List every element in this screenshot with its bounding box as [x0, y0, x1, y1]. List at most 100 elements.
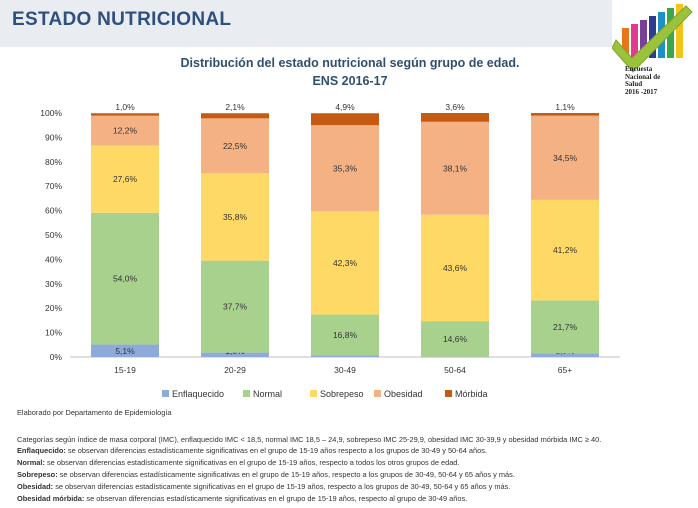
x-tick-label: 50-64 [444, 365, 466, 375]
bar-segment-obesidad [91, 115, 159, 146]
footnote-label: Obesidad mórbida: [17, 494, 85, 503]
bar-segment-mórbida [531, 113, 599, 116]
bar-segment-normal [201, 260, 269, 353]
data-label: 12,2% [113, 126, 138, 136]
x-tick-label: 20-29 [224, 365, 246, 375]
x-tick-label: 15-19 [114, 365, 136, 375]
legend-label: Obesidad [384, 389, 423, 399]
bar-segment-mórbida [91, 113, 159, 116]
legend-swatch [445, 390, 452, 397]
page-header: ESTADO NUTRICIONAL [0, 0, 612, 47]
legend-label: Sobrepeso [320, 389, 364, 399]
bar-segment-sobrepeso [201, 173, 269, 261]
footnote-label: Normal: [17, 458, 45, 467]
footnote-text: Categorías según índice de masa corporal… [17, 435, 602, 444]
y-tick-label: 40% [45, 254, 62, 264]
data-label: 27,6% [113, 174, 138, 184]
bar-segment-sobrepeso [531, 199, 599, 301]
footnote-line: Categorías según índice de masa corporal… [17, 435, 601, 444]
logo-stripe [676, 4, 683, 58]
bar-segment-normal [91, 212, 159, 345]
bar-segment-sobrepeso [311, 211, 379, 315]
legend-label: Enflaquecido [172, 389, 224, 399]
data-label: 38,1% [443, 163, 468, 173]
footnote-text: se observan diferencias estadísticamente… [84, 494, 468, 503]
logo-stripe [640, 20, 647, 58]
data-label: 1,1% [555, 102, 575, 112]
footnote-label: Obesidad: [17, 482, 54, 491]
bar-segment-obesidad [531, 115, 599, 200]
legend-swatch [162, 390, 169, 397]
legend-label: Mórbida [455, 389, 488, 399]
footnote-line: Obesidad: se observan diferencias estadí… [17, 482, 510, 491]
x-tick-label: 30-49 [334, 365, 356, 375]
footnote-text: se observan diferencias estadísticamente… [53, 482, 511, 491]
data-label: 54,0% [113, 274, 138, 284]
footnote-text: se observan diferencias estadísticamente… [44, 458, 460, 467]
data-label: 21,7% [553, 322, 578, 332]
logo-stripe [631, 24, 638, 58]
source-note: Elaborado por Departamento de Epidemiolo… [17, 408, 172, 417]
checkmark-icon [612, 5, 693, 73]
y-tick-label: 0% [50, 352, 63, 362]
bar-segment-enflaquecido [311, 355, 379, 357]
data-label: 16,8% [333, 330, 358, 340]
data-label: 14,6% [443, 334, 468, 344]
logo-stripe [649, 16, 656, 58]
legend-swatch [243, 390, 250, 397]
data-label: 1,0% [115, 102, 135, 112]
data-label: 35,3% [333, 163, 358, 173]
data-label: 34,5% [553, 153, 578, 163]
chart-title: Distribución del estado nutricional segú… [180, 56, 520, 70]
y-tick-label: 50% [45, 230, 62, 240]
bar-segment-obesidad [421, 121, 489, 215]
data-label: 37,7% [223, 302, 248, 312]
footnote-line: Enflaquecido: se observan diferencias es… [17, 446, 487, 455]
y-tick-label: 70% [45, 181, 62, 191]
logo-text: Encuesta Nacional de Salud 2016 -2017 [625, 65, 697, 96]
logo-line: Salud [625, 80, 643, 88]
y-tick-label: 10% [45, 328, 62, 338]
y-tick-label: 20% [45, 303, 62, 313]
page-title: ESTADO NUTRICIONAL [12, 9, 232, 30]
bar-segment-enflaquecido [201, 352, 269, 357]
logo-line: Encuesta [625, 65, 653, 73]
bar-segment-mórbida [201, 113, 269, 119]
footnote-label: Enflaquecido: [17, 446, 66, 455]
data-label: 4,9% [335, 102, 355, 112]
logo-line: Nacional de [625, 72, 661, 81]
legend-label: Normal [253, 389, 282, 399]
y-tick-label: 80% [45, 157, 62, 167]
data-label: 22,5% [223, 141, 248, 151]
data-label: 2,1% [225, 102, 245, 112]
legend-swatch [374, 390, 381, 397]
chart-subtitle: ENS 2016-17 [312, 74, 388, 88]
footnote-label: Sobrepeso: [17, 470, 58, 479]
data-label: 5,1% [115, 346, 135, 356]
legend-swatch [310, 390, 317, 397]
bar-segment-mórbida [421, 113, 489, 122]
data-label: 43,6% [443, 263, 468, 273]
bar-segment-obesidad [201, 118, 269, 174]
footnote-line: Normal: se observan diferencias estadíst… [17, 458, 459, 467]
x-tick-label: 65+ [558, 365, 572, 375]
logo-line: 2016 -2017 [625, 87, 658, 96]
bar-segment-obesidad [311, 125, 379, 212]
data-label: 41,2% [553, 245, 578, 255]
bar-segment-sobrepeso [91, 145, 159, 213]
y-tick-label: 100% [40, 108, 62, 118]
y-tick-label: 60% [45, 206, 62, 216]
bar-segment-enflaquecido [421, 356, 489, 358]
y-tick-label: 90% [45, 132, 62, 142]
ens-logo [612, 4, 693, 73]
data-label: 3,6% [445, 102, 465, 112]
y-tick-label: 30% [45, 279, 62, 289]
bar-segment-enflaquecido [91, 344, 159, 357]
footnote-text: se observan diferencias estadísticamente… [57, 470, 515, 479]
bar-segment-mórbida [311, 113, 379, 126]
bar-segment-normal [421, 321, 489, 357]
footnote-line: Sobrepeso: se observan diferencias estad… [17, 470, 515, 479]
bar-segment-normal [531, 300, 599, 354]
data-label: 35,8% [223, 212, 248, 222]
